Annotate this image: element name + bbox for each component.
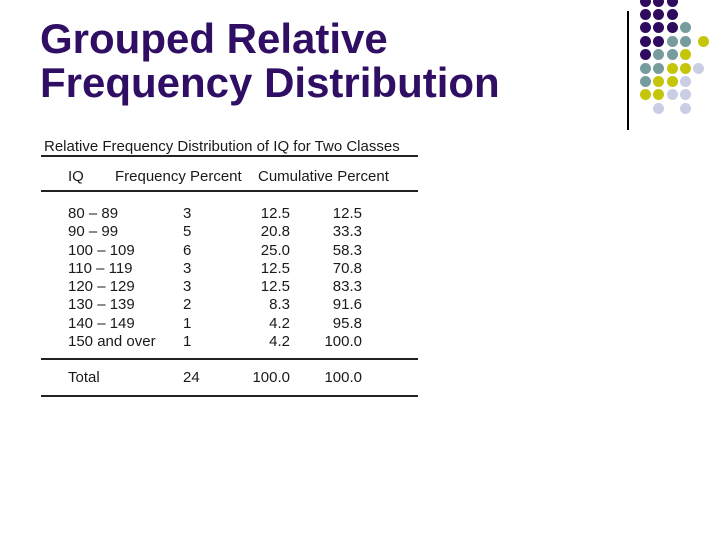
decor-dot xyxy=(640,49,651,61)
total-percent: 100.0 xyxy=(252,369,290,386)
decor-dot xyxy=(653,22,665,34)
decor-dot xyxy=(679,62,691,74)
iq-cell: 100 – 109 xyxy=(68,241,135,259)
percent-cell: 12.5 xyxy=(260,259,290,277)
decor-dot xyxy=(640,0,651,7)
table-row: 80 – 89 3 12.5 12.5 xyxy=(41,205,418,223)
frequency-table: Relative Frequency Distribution of IQ fo… xyxy=(41,138,418,400)
total-cumulative-percent: 100.0 xyxy=(324,369,362,386)
decor-dot xyxy=(666,35,678,47)
cumulative-percent-cell: 58.3 xyxy=(332,241,362,259)
decor-dot xyxy=(640,35,651,47)
percent-cell: 4.2 xyxy=(269,314,290,332)
table-bottom-rule xyxy=(41,395,418,397)
decor-dot xyxy=(697,35,709,47)
frequency-cell: 6 xyxy=(183,241,192,259)
decor-dot xyxy=(679,75,691,87)
table-row: 150 and over 1 4.2 100.0 xyxy=(41,333,418,351)
frequency-cell: 1 xyxy=(183,314,192,332)
total-row: Total 24 100.0 100.0 xyxy=(41,369,445,387)
frequency-cell: 3 xyxy=(183,259,192,277)
total-frequency: 24 xyxy=(183,369,200,386)
cumulative-percent-cell: 83.3 xyxy=(332,278,362,296)
cumulative-percent-cell: 12.5 xyxy=(332,205,362,222)
cumulative-percent-cell: 91.6 xyxy=(332,296,362,314)
frequency-cell: 5 xyxy=(183,223,192,241)
slide-title: Grouped Relative Frequency Distribution xyxy=(40,15,500,106)
decor-dot xyxy=(666,49,678,61)
frequency-cell: 1 xyxy=(183,333,192,351)
decor-dot xyxy=(653,75,665,87)
decor-dot xyxy=(653,89,665,101)
decor-dot xyxy=(666,8,678,20)
decor-dot xyxy=(653,102,665,114)
cumulative-percent-cell: 33.3 xyxy=(332,223,362,241)
decor-dot xyxy=(666,0,678,7)
decor-dot xyxy=(679,89,691,101)
decor-dot xyxy=(640,89,651,101)
table-caption: Relative Frequency Distribution of IQ fo… xyxy=(44,138,400,155)
frequency-cell: 2 xyxy=(183,296,192,314)
cumulative-percent-cell: 70.8 xyxy=(332,259,362,277)
header-rule xyxy=(41,190,418,192)
decor-dot xyxy=(640,62,651,74)
percent-cell: 20.8 xyxy=(260,223,290,241)
decor-dot xyxy=(653,8,665,20)
decor-vertical-line xyxy=(627,11,629,130)
decor-dot xyxy=(653,49,665,61)
percent-cell: 8.3 xyxy=(269,296,290,314)
decor-dot xyxy=(666,22,678,34)
iq-cell: 120 – 129 xyxy=(68,278,135,296)
decor-dot xyxy=(640,8,651,20)
cumulative-percent-cell: 100.0 xyxy=(324,333,362,351)
decor-dot xyxy=(679,35,691,47)
frequency-cell: 3 xyxy=(183,278,192,296)
decor-dot xyxy=(679,49,691,61)
total-label: Total xyxy=(68,369,100,386)
column-header-frequency: Frequency xyxy=(115,168,186,185)
decor-dot xyxy=(653,0,665,7)
decor-dot xyxy=(666,62,678,74)
decor-dot xyxy=(640,22,651,34)
table-row: 130 – 139 2 8.3 91.6 xyxy=(41,296,418,314)
caption-underline xyxy=(41,155,418,157)
iq-cell: 80 – 89 xyxy=(68,205,119,222)
decor-dot xyxy=(640,75,651,87)
iq-cell: 110 – 119 xyxy=(68,259,133,277)
percent-cell: 4.2 xyxy=(269,333,290,351)
cumulative-percent-cell: 95.8 xyxy=(332,314,362,332)
iq-cell: 140 – 149 xyxy=(68,314,135,332)
decor-dot xyxy=(679,22,691,34)
percent-cell: 25.0 xyxy=(260,241,290,259)
decor-dot xyxy=(666,89,678,101)
decor-dot xyxy=(693,62,705,74)
table-row: 110 – 119 3 12.5 70.8 xyxy=(41,260,418,278)
table-body: 80 – 89 3 12.5 12.5 90 – 99 5 20.8 33.3 100 – 10… xyxy=(41,205,418,351)
table-row: 120 – 129 3 12.5 83.3 xyxy=(41,278,418,296)
total-top-rule xyxy=(41,358,418,360)
column-header-percent: Percent xyxy=(190,168,242,185)
table-row: 90 – 99 5 20.8 33.3 xyxy=(41,223,418,241)
column-header-iq: IQ xyxy=(68,168,84,185)
decor-dot xyxy=(653,35,665,47)
decor-dot xyxy=(679,102,691,114)
column-header-cumulative-percent: Cumulative Percent xyxy=(258,168,389,185)
iq-cell: 90 – 99 xyxy=(68,223,119,241)
decor-dot xyxy=(666,75,678,87)
iq-cell: 150 and over xyxy=(68,333,156,351)
table-row: 140 – 149 1 4.2 95.8 xyxy=(41,315,418,333)
table-header-row: IQ Frequency Percent Cumulative Percent xyxy=(41,168,418,185)
frequency-cell: 3 xyxy=(183,205,192,222)
percent-cell: 12.5 xyxy=(260,205,290,222)
decor-dot xyxy=(653,62,665,74)
iq-cell: 130 – 139 xyxy=(68,296,135,314)
percent-cell: 12.5 xyxy=(260,278,290,296)
table-row: 100 – 109 6 25.0 58.3 xyxy=(41,242,418,260)
